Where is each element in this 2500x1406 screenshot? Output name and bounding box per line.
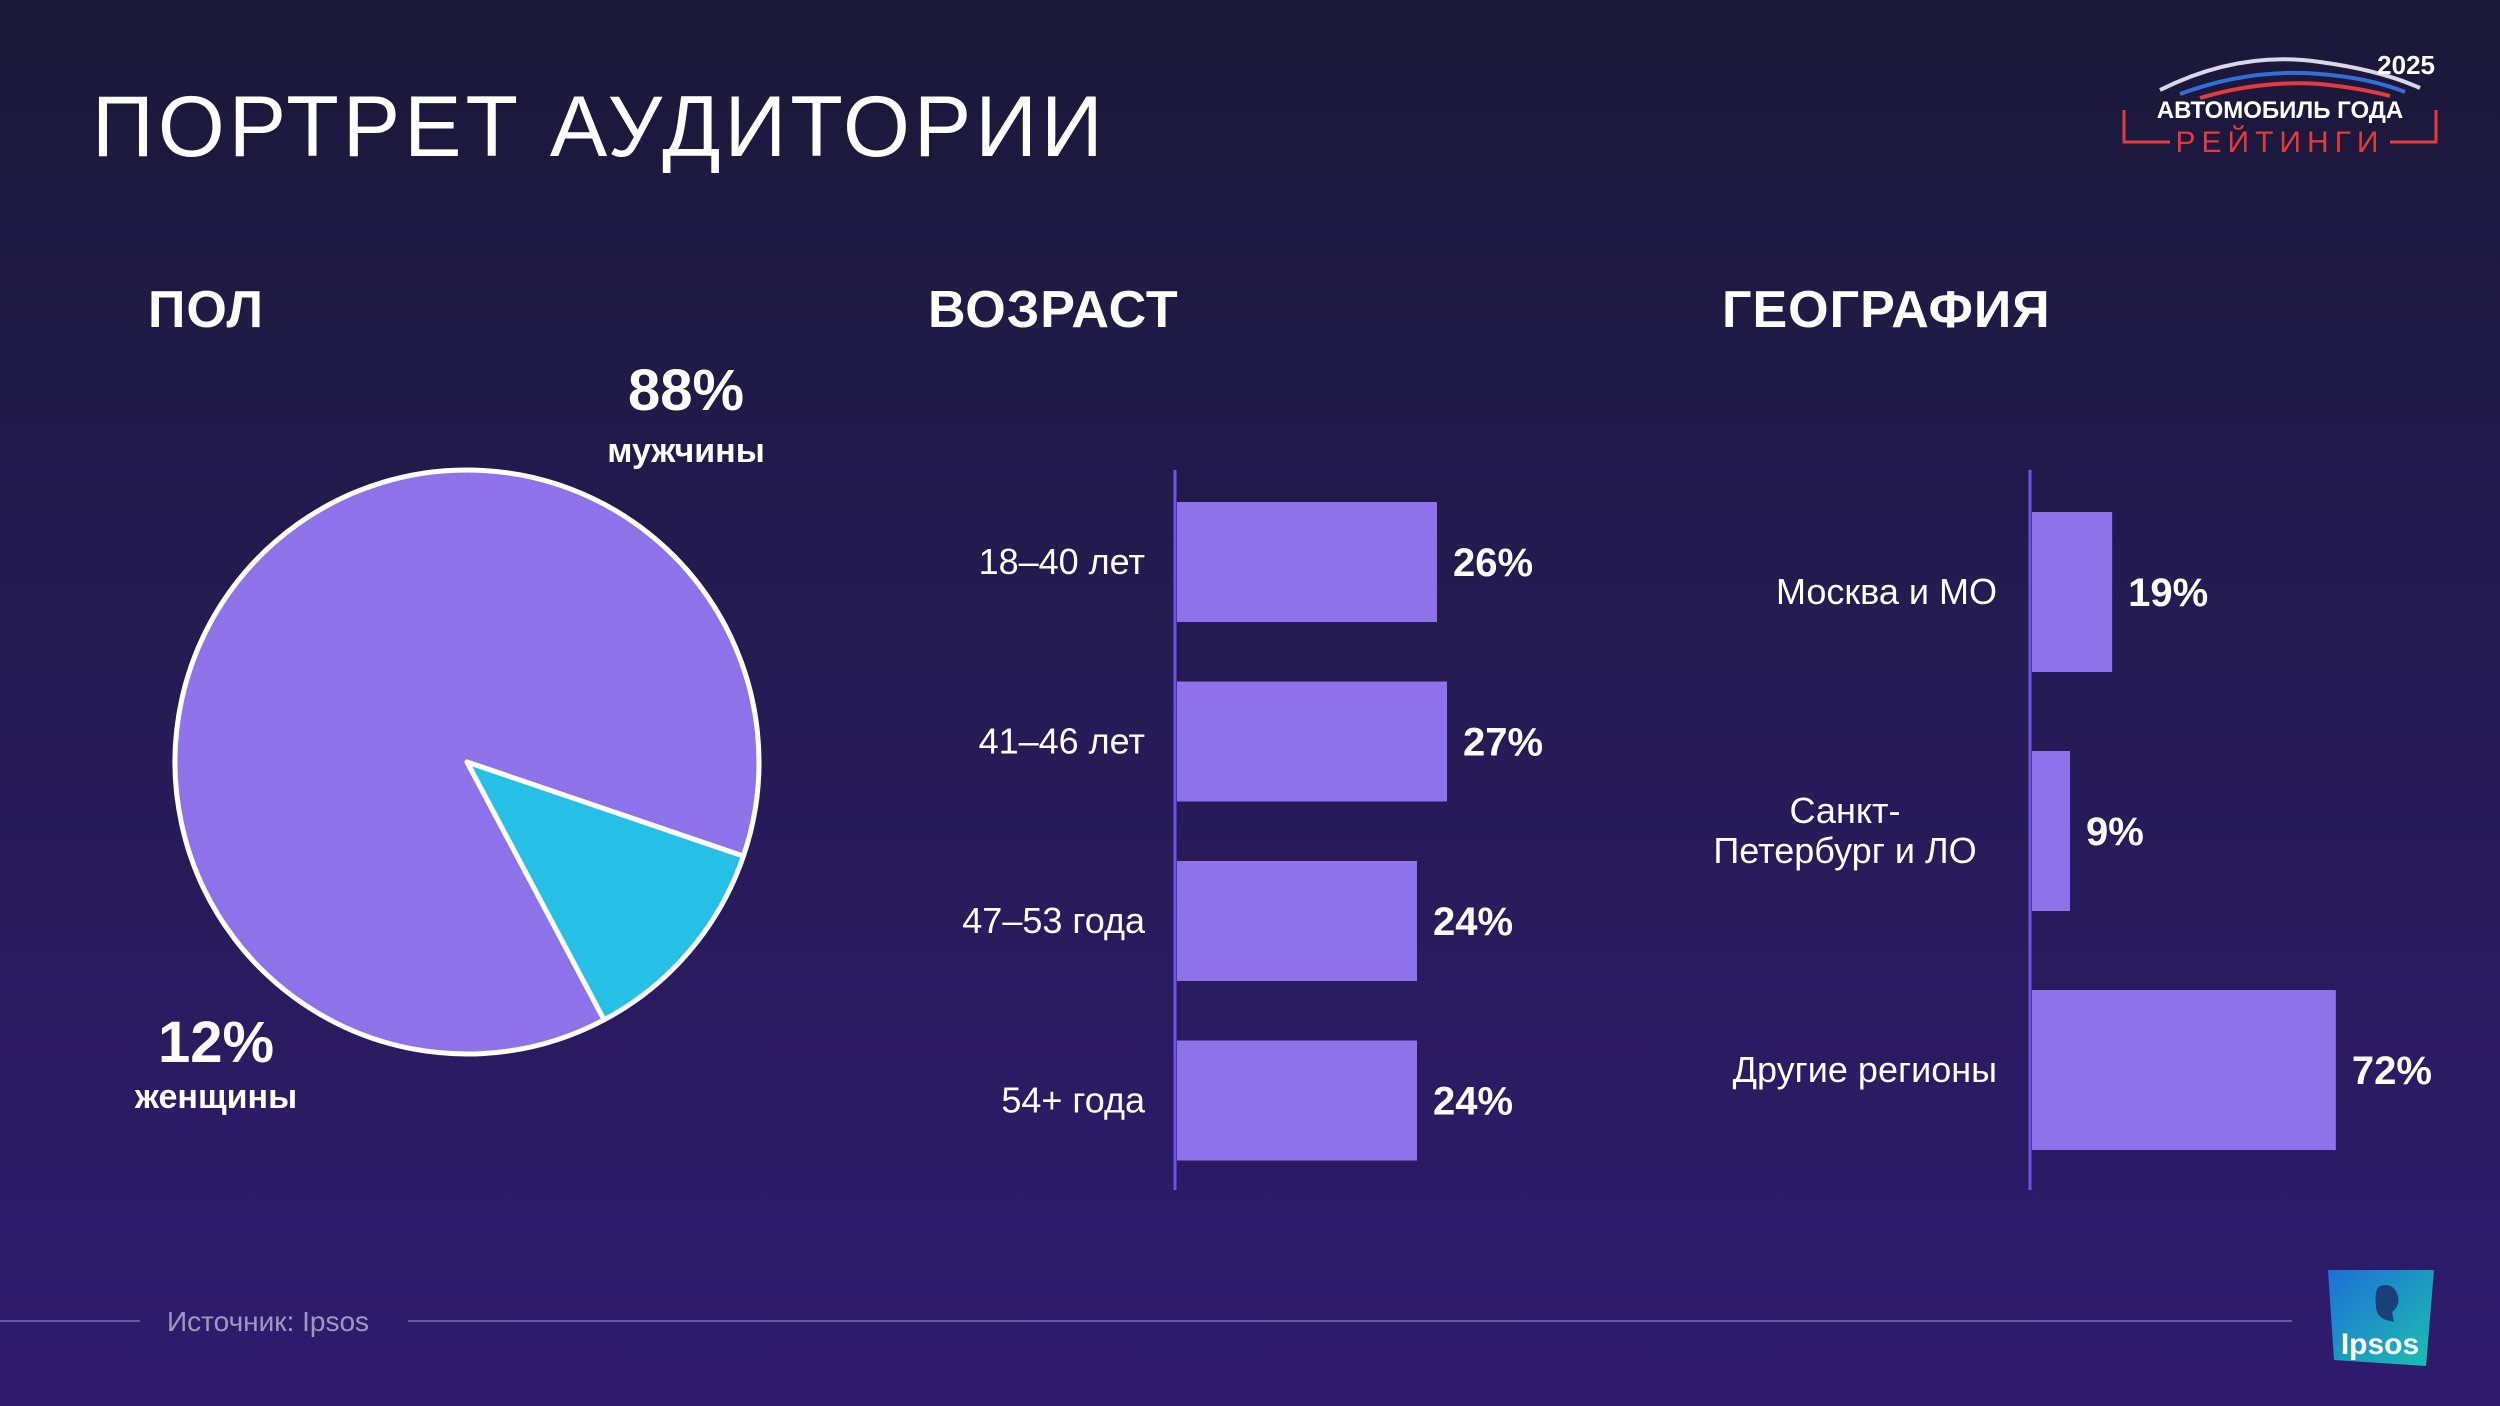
pie-label-women-value: 12% [158,1010,274,1075]
category-label-line: 18–40 лет [979,541,1145,582]
footer-divider-left [0,1320,140,1322]
gender-heading: ПОЛ [148,281,265,339]
footer-divider-right [408,1320,2292,1322]
pie-label-men-value: 88% [628,358,744,423]
ipsos-logo: Ipsos [2328,1270,2434,1366]
pie-slice-women [464,759,746,1023]
bar-value-label: 24% [1433,1080,1513,1124]
page-title: ПОРТРЕТ АУДИТОРИИ [92,79,1107,175]
bar-value-label: 19% [2128,571,2208,615]
pie-label-men-name: мужчины [607,432,765,470]
age-bar-chart: 26% 18–40 лет 27% 41–46 лет 24% 47–53 года 24%… [962,470,1543,1190]
bar-value-label: 9% [2086,810,2144,854]
category-label-line: Москва и МО [1776,571,1997,612]
category-label: 47–53 года [962,900,1146,941]
category-label: 41–46 лет [979,721,1145,762]
bar [1177,681,1447,802]
pie-label-women-name: женщины [134,1078,297,1116]
bar-value-label: 72% [2352,1049,2432,1093]
category-label-line: 47–53 года [962,900,1146,941]
logo-line1: АВТОМОБИЛЬ ГОДА [2157,97,2403,124]
category-label-line: 54+ года [1001,1080,1146,1121]
geography-bar-chart: 19% Москва и МО 9% Санкт-Петербург и ЛО 72% Д… [1713,470,2432,1190]
logo-bracket-left [2122,110,2170,144]
source-note: Источник: Ipsos [167,1306,370,1337]
bar [1177,502,1437,622]
category-label-line: Санкт- [1790,790,1901,831]
category-label-line: Петербург и ЛО [1713,830,1976,871]
ipsos-wordmark: Ipsos [2341,1328,2419,1361]
ipsos-head-icon [2375,1285,2399,1322]
logo-car-roof-red [2199,81,2391,100]
logo-year: 2025 [2377,50,2435,80]
geography-heading: ГЕОГРАФИЯ [1722,281,2051,339]
logo-car-roof-blue [2179,70,2406,96]
bar [1177,1040,1417,1161]
category-label: 18–40 лет [979,541,1145,582]
category-label: 54+ года [1001,1080,1146,1121]
category-label: Другие регионы [1733,1049,1997,1090]
bar-value-label: 27% [1463,721,1543,765]
category-label-line: Другие регионы [1733,1049,1997,1090]
logo-line2: РЕЙТИНГИ [2176,125,2385,159]
automobile-of-the-year-logo: 2025 АВТОМОБИЛЬ ГОДА РЕЙТИНГИ [2122,50,2438,159]
bar [1177,861,1417,981]
category-label-line: 41–46 лет [979,721,1145,762]
gender-pie-chart: 88% мужчины 12%женщины [134,358,765,1116]
ipsos-badge-shape [2328,1270,2434,1366]
logo-bracket-right [2390,110,2438,144]
logo-car-roof-white [2159,57,2421,92]
age-heading: ВОЗРАСТ [928,281,1179,339]
bar [2032,990,2336,1150]
bar-value-label: 24% [1433,900,1513,944]
category-label: Москва и МО [1776,571,1997,612]
bar [2032,512,2113,672]
bar [2032,751,2070,911]
category-label: Санкт-Петербург и ЛО [1713,790,1976,871]
bar-value-label: 26% [1453,541,1533,585]
